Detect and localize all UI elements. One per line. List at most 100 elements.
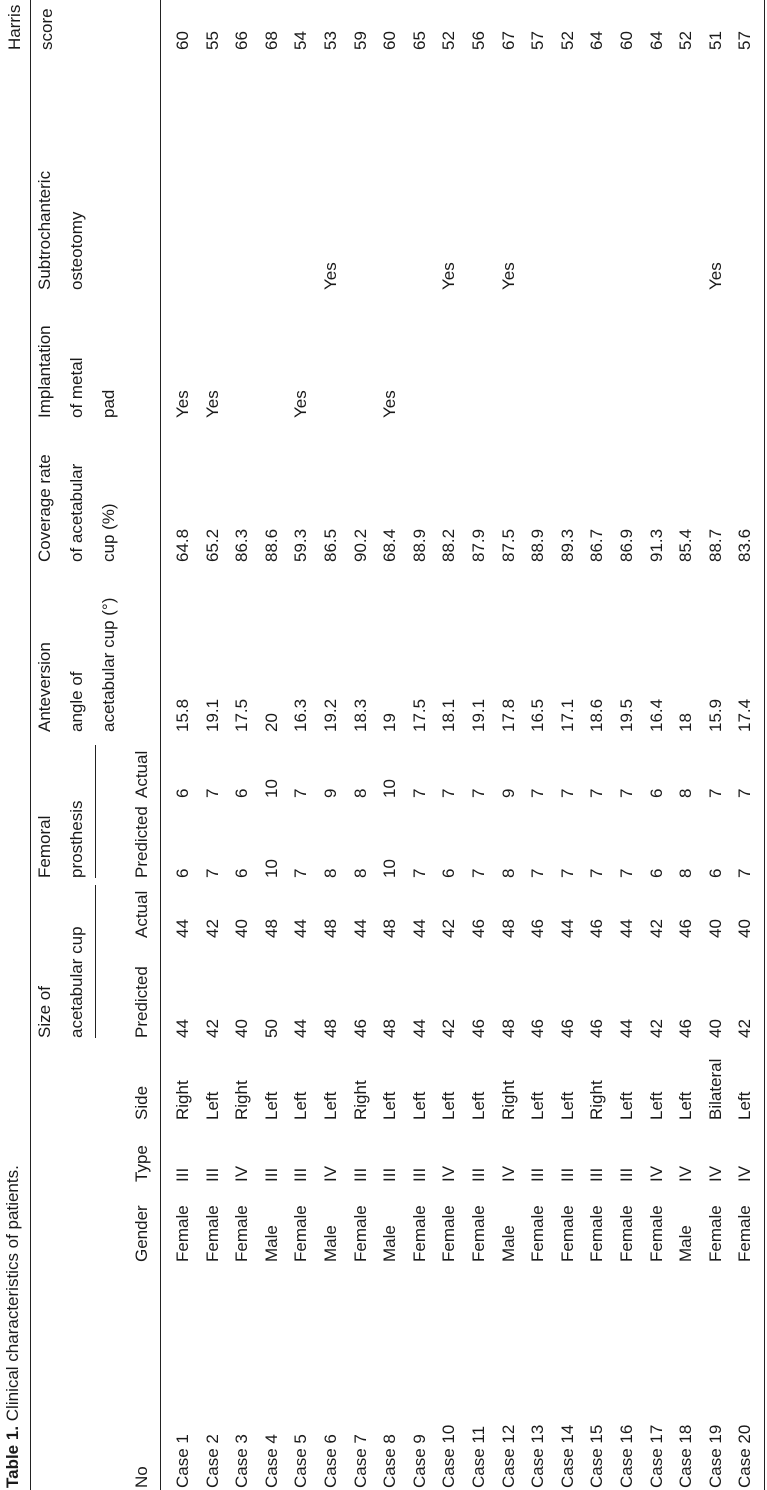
cell: Male	[321, 1225, 340, 1262]
cell: 7	[528, 788, 548, 798]
cell: Yes	[439, 262, 459, 290]
cell: 7	[557, 868, 577, 878]
cell: III	[380, 1167, 400, 1182]
cell: Left	[321, 1091, 340, 1120]
cell: 54	[291, 31, 311, 50]
cell: IV	[646, 1165, 666, 1182]
cell: 88.9	[528, 528, 548, 562]
cell: 89.3	[557, 528, 577, 562]
cell: 7	[587, 788, 607, 798]
caption: Table 1. Clinical characteristics of pat…	[2, 1165, 24, 1488]
cell: 88.9	[409, 528, 429, 562]
cell: 86.7	[587, 528, 607, 562]
cell: 42	[735, 1019, 755, 1038]
cell: III	[409, 1167, 429, 1182]
cell: Female	[557, 1205, 577, 1262]
cell: 8	[350, 788, 370, 798]
row-label: Case 20	[735, 1424, 755, 1488]
cell: Left	[291, 1091, 311, 1120]
cell: Male	[261, 1225, 281, 1262]
cell: Female	[232, 1205, 252, 1262]
cell: 15.9	[705, 698, 725, 732]
cell: 42	[202, 1019, 222, 1038]
cell: Male	[676, 1225, 696, 1262]
cell: 68.4	[380, 528, 400, 562]
row-label: Case 16	[617, 1424, 636, 1488]
header-rule	[160, 0, 161, 1490]
cell: Female	[587, 1205, 607, 1262]
cell: Yes	[202, 390, 222, 418]
cell: 18.1	[439, 698, 459, 732]
cell: 8	[676, 788, 696, 798]
column-header: Side	[132, 1085, 151, 1120]
cell: 48	[321, 919, 340, 938]
cell: Left	[409, 1091, 429, 1120]
cell: Left	[528, 1091, 548, 1120]
column-header: Predicted	[132, 966, 151, 1038]
column-header: cup (%)	[99, 503, 118, 562]
cell: IV	[439, 1165, 459, 1182]
row-label: Case 3	[232, 1434, 252, 1488]
cell: 7	[291, 868, 311, 878]
cell: III	[469, 1167, 488, 1182]
row-label: Case 1	[173, 1434, 192, 1488]
row-label: Case 11	[469, 1425, 488, 1488]
cell: 18.6	[587, 698, 607, 732]
cell: 56	[469, 31, 488, 50]
cell: 17.4	[735, 698, 755, 732]
cell: III	[261, 1167, 281, 1182]
cell: 8	[498, 868, 518, 878]
cell: 46	[676, 1019, 696, 1038]
cell: 7	[735, 788, 755, 798]
cell: 68	[261, 31, 281, 50]
column-header: Femoral	[35, 815, 54, 878]
cell: 7	[439, 788, 459, 798]
bottom-rule	[764, 0, 765, 1490]
cell: 52	[676, 31, 696, 50]
row-label: Case 13	[528, 1424, 548, 1488]
cell: 19.1	[469, 698, 488, 732]
cell: Female	[350, 1205, 370, 1262]
cell: Right	[232, 1080, 252, 1120]
caption-label: Table 1.	[3, 1425, 22, 1488]
cell: 10	[261, 859, 281, 878]
cell: 91.3	[646, 528, 666, 562]
cell: 60	[380, 31, 400, 50]
cell: 19.1	[202, 698, 222, 732]
cell: 42	[646, 919, 666, 938]
cell: 10	[380, 859, 400, 878]
cell: 18.3	[350, 698, 370, 732]
cell: Female	[528, 1205, 548, 1262]
cell: Yes	[291, 390, 311, 418]
cell: Left	[261, 1091, 281, 1120]
cell: 87.5	[498, 528, 518, 562]
group-rule	[95, 745, 96, 878]
cell: 40	[705, 1019, 725, 1038]
row-label: Case 15	[587, 1424, 607, 1488]
cell: 7	[469, 868, 488, 878]
cell: 7	[557, 788, 577, 798]
cell: 40	[705, 919, 725, 938]
cell: IV	[705, 1165, 725, 1182]
cell: 46	[557, 1019, 577, 1038]
cell: 48	[380, 1019, 400, 1038]
cell: 60	[617, 31, 636, 50]
cell: 9	[498, 788, 518, 798]
cell: 83.6	[735, 528, 755, 562]
column-header: score	[37, 8, 56, 50]
cell: 7	[409, 868, 429, 878]
cell: Male	[498, 1225, 518, 1262]
cell: 17.5	[409, 698, 429, 732]
cell: 17.8	[498, 698, 518, 732]
cell: 50	[261, 1019, 281, 1038]
cell: 6	[705, 868, 725, 878]
cell: 44	[617, 919, 636, 938]
column-header: Actual	[132, 890, 151, 938]
cell: 7	[587, 868, 607, 878]
cell: 16.5	[528, 698, 548, 732]
cell: Female	[409, 1205, 429, 1262]
cell: Right	[173, 1080, 192, 1120]
cell: 7	[202, 868, 222, 878]
row-label: Case 5	[291, 1434, 311, 1488]
